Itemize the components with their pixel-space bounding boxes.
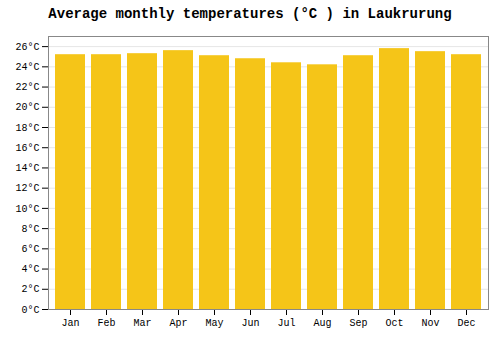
svg-text:Jul: Jul [277, 318, 295, 329]
svg-text:18°C: 18°C [15, 123, 39, 134]
svg-text:8°C: 8°C [21, 224, 39, 235]
svg-text:0°C: 0°C [21, 305, 39, 316]
html-text:Average monthly temperatures (: Average monthly temperatures (°C ) in La… [48, 6, 452, 22]
svg-text:2°C: 2°C [21, 284, 39, 295]
svg-text:Jan: Jan [61, 318, 79, 329]
svg-text:Feb: Feb [97, 318, 115, 329]
svg-text:Oct: Oct [385, 318, 403, 329]
svg-text:Dec: Dec [457, 318, 475, 329]
svg-text:6°C: 6°C [21, 244, 39, 255]
svg-text:10°C: 10°C [15, 204, 39, 215]
svg-text:Nov: Nov [421, 318, 439, 329]
svg-text:Apr: Apr [169, 318, 187, 329]
svg-text:May: May [205, 318, 223, 329]
svg-text:Jun: Jun [241, 318, 259, 329]
svg-text:4°C: 4°C [21, 264, 39, 275]
svg-text:Mar: Mar [133, 318, 151, 329]
svg-text:24°C: 24°C [15, 62, 39, 73]
svg-text:20°C: 20°C [15, 102, 39, 113]
svg-text:14°C: 14°C [15, 163, 39, 174]
svg-text:12°C: 12°C [15, 183, 39, 194]
svg-text:Aug: Aug [313, 318, 331, 329]
svg-text:22°C: 22°C [15, 82, 39, 93]
svg-text:Sep: Sep [349, 318, 367, 329]
svg-text:16°C: 16°C [15, 143, 39, 154]
svg-text:26°C: 26°C [15, 42, 39, 53]
